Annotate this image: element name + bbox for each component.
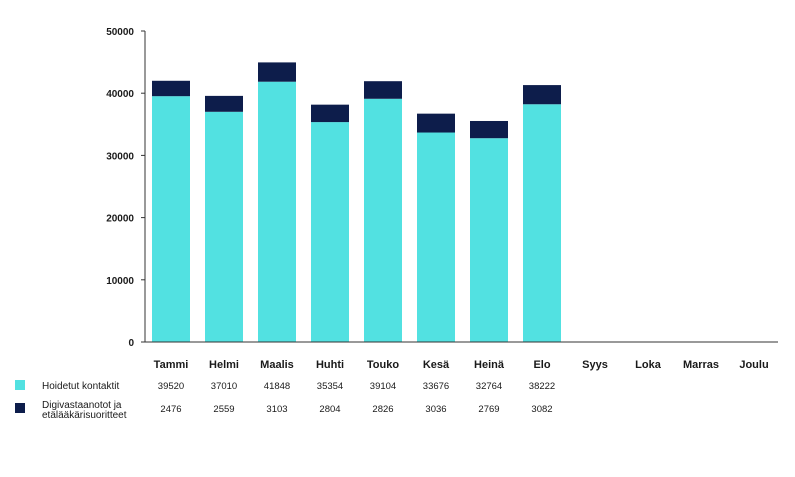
bar-digivastaanotot bbox=[364, 81, 402, 99]
legend-swatch bbox=[15, 403, 25, 413]
bar-digivastaanotot bbox=[417, 113, 455, 133]
bar-digivastaanotot bbox=[311, 104, 349, 123]
x-tick-label: Syys bbox=[582, 359, 608, 371]
table-cell-value: 3103 bbox=[266, 404, 287, 415]
legend-label: Hoidetut kontaktit bbox=[42, 381, 119, 392]
bar-hoidetut-kontaktit bbox=[311, 122, 349, 343]
legend-label-line: etälääkärisuoritteet bbox=[42, 410, 127, 421]
legend-swatch bbox=[15, 380, 25, 390]
bar-hoidetut-kontaktit bbox=[523, 104, 561, 343]
legend-label-line: Digivastaanotot ja bbox=[42, 400, 122, 411]
x-tick-label: Helmi bbox=[209, 359, 239, 371]
table-cell-value: 37010 bbox=[211, 381, 237, 392]
x-tick-label: Huhti bbox=[316, 359, 344, 371]
x-tick-label: Marras bbox=[683, 359, 719, 371]
bar-digivastaanotot bbox=[258, 62, 296, 82]
x-tick-label: Touko bbox=[367, 359, 399, 371]
table-cell-value: 39520 bbox=[158, 381, 184, 392]
bar-digivastaanotot bbox=[205, 95, 243, 112]
x-tick-label: Kesä bbox=[423, 359, 450, 371]
y-tick-label: 20000 bbox=[106, 214, 134, 225]
y-tick-label: 10000 bbox=[106, 276, 134, 287]
bar-digivastaanotot bbox=[523, 85, 561, 105]
x-tick-label: Joulu bbox=[739, 359, 768, 371]
table-cell-value: 38222 bbox=[529, 381, 555, 392]
table-cell-value: 35354 bbox=[317, 381, 343, 392]
table-cell-value: 3082 bbox=[531, 404, 552, 415]
bar-hoidetut-kontaktit bbox=[417, 132, 455, 342]
table-cell-value: 2826 bbox=[372, 404, 393, 415]
table-cell-value: 2559 bbox=[213, 404, 234, 415]
table-cell-value: 2769 bbox=[478, 404, 499, 415]
legend-label: Digivastaanotot ja etälääkärisuoritteet bbox=[42, 400, 127, 421]
y-tick-label: 50000 bbox=[106, 27, 134, 38]
bar-hoidetut-kontaktit bbox=[258, 81, 296, 342]
x-tick-label: Tammi bbox=[154, 359, 189, 371]
y-tick-label: 40000 bbox=[106, 89, 134, 100]
table-cell-value: 32764 bbox=[476, 381, 502, 392]
y-tick-label: 0 bbox=[128, 338, 134, 349]
legend-label-line: Hoidetut kontaktit bbox=[42, 381, 119, 392]
bars bbox=[152, 62, 561, 343]
x-axis: Tammi Helmi Maalis Huhti Touko Kesä Heinä Elo Sy… bbox=[145, 341, 778, 371]
bar-digivastaanotot bbox=[152, 80, 190, 97]
bar-hoidetut-kontaktit bbox=[470, 138, 508, 342]
data-table: Hoidetut kontaktit 39520 37010 41848 35354 39… bbox=[15, 380, 555, 421]
table-cell-value: 3036 bbox=[425, 404, 446, 415]
table-cell-value: 2804 bbox=[319, 404, 340, 415]
bar-hoidetut-kontaktit bbox=[152, 96, 190, 342]
bar-digivastaanotot bbox=[470, 120, 508, 139]
bar-hoidetut-kontaktit bbox=[205, 111, 243, 343]
x-tick-label: Heinä bbox=[474, 359, 505, 371]
table-cell-value: 33676 bbox=[423, 381, 449, 392]
x-tick-label: Maalis bbox=[260, 359, 294, 371]
table-cell-value: 39104 bbox=[370, 381, 396, 392]
x-tick-label: Loka bbox=[635, 359, 662, 371]
y-tick-label: 30000 bbox=[106, 151, 134, 162]
bar-hoidetut-kontaktit bbox=[364, 98, 402, 342]
table-cell-value: 2476 bbox=[160, 404, 181, 415]
y-axis: 0 10000 20000 30000 40000 50000 bbox=[106, 27, 146, 349]
table-cell-value: 41848 bbox=[264, 381, 290, 392]
x-tick-label: Elo bbox=[533, 359, 550, 371]
